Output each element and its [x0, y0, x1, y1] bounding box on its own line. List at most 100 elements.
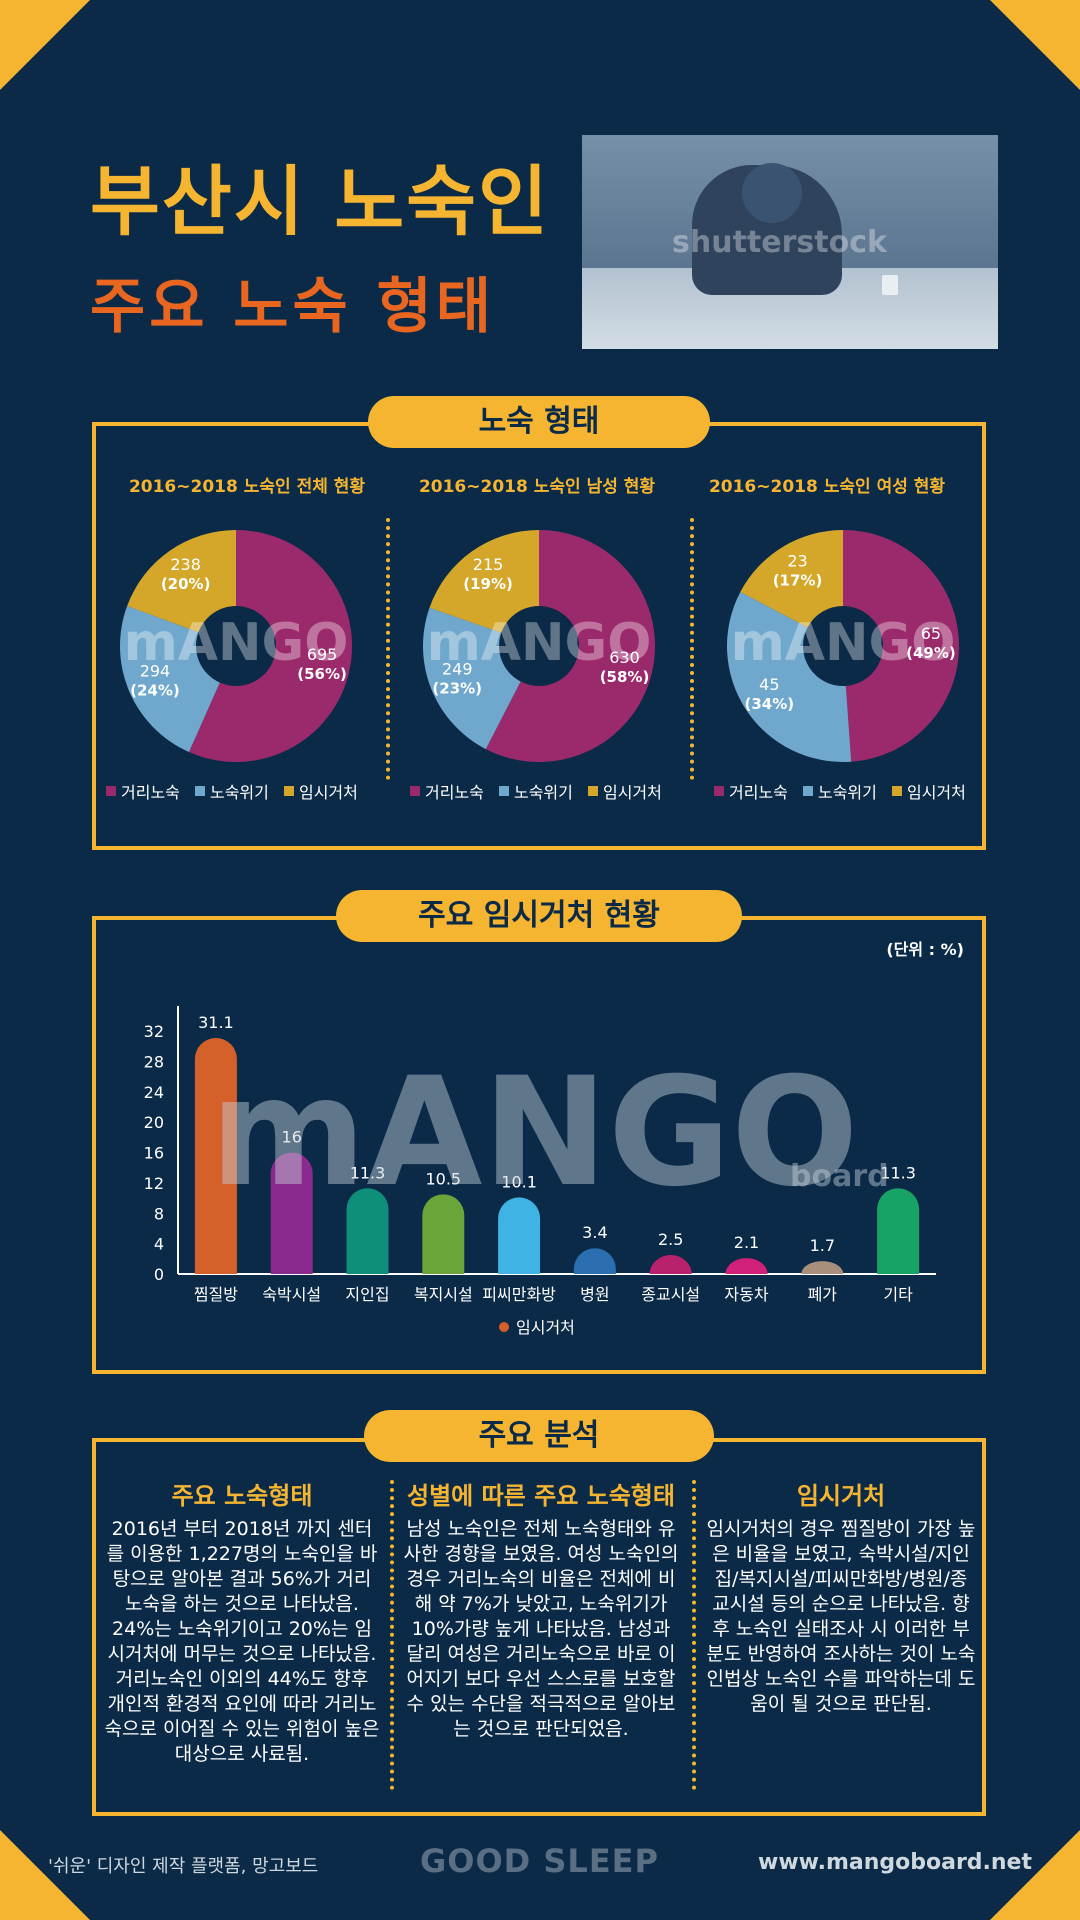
pie-legend-male: 거리노숙 노숙위기 임시거처: [410, 779, 672, 803]
legend-swatch-street: [106, 786, 116, 796]
legend-label: 임시거처: [602, 783, 662, 802]
x-tick-label: 종교시설: [641, 1285, 700, 1304]
legend-label: 노숙위기: [513, 783, 573, 802]
section-housing-types-tab: 노숙 형태: [368, 396, 710, 448]
divider-dots: [692, 1480, 696, 1790]
legend-label: 노숙위기: [209, 783, 269, 802]
bar-value-label: 1.7: [810, 1236, 835, 1255]
x-tick-label: 자동차: [724, 1285, 768, 1304]
bar-value-label: 16: [282, 1128, 302, 1147]
corner-decoration-top-left: [0, 0, 90, 90]
bar-병원: [573, 1248, 616, 1274]
watermark-board: board: [790, 1159, 889, 1194]
corner-decoration-bottom-left: [0, 1830, 90, 1920]
photo-watermark: shutterstock: [672, 225, 887, 260]
slice-value-label: 630: [609, 648, 640, 667]
bar-value-label: 11.3: [350, 1163, 386, 1182]
bar-복지시설: [422, 1194, 465, 1274]
divider-dots: [690, 518, 694, 780]
donut-slice: [119, 606, 220, 753]
pie-legend-female: 거리노숙 노숙위기 임시거처: [714, 779, 976, 803]
watermark-mango: mANGO: [427, 613, 652, 673]
donut-slice: [188, 530, 352, 762]
section-temporary-shelter-tab: 주요 임시거처 현황: [336, 890, 742, 942]
y-tick-label: 12: [144, 1174, 164, 1193]
slice-percent-label: (34%): [745, 695, 795, 713]
legend-swatch-crisis: [802, 786, 813, 796]
bar-value-label: 11.3: [880, 1163, 916, 1182]
slice-percent-label: (17%): [773, 572, 823, 590]
slice-value-label: 695: [307, 645, 338, 664]
corner-decoration-bottom-right: [990, 1830, 1080, 1920]
photo-cup: [882, 275, 898, 295]
x-tick-label: 찜질방: [194, 1285, 238, 1304]
bar-value-label: 2.1: [734, 1233, 759, 1252]
analysis-body: 임시거처의 경우 찜질방이 가장 높은 비율을 보였고, 숙박시설/지인집/복지…: [706, 1518, 976, 1715]
bar-value-label: 2.5: [658, 1230, 683, 1249]
pie-title-female: 2016~2018 노숙인 여성 현황: [708, 477, 946, 497]
pie-legend-total: 거리노숙 노숙위기 임시거처: [106, 779, 368, 803]
bar-지인집: [346, 1188, 389, 1274]
y-tick-label: 16: [144, 1144, 164, 1163]
donut-charts: 695(56%)294(24%)238(20%)mANGO 630(58%)249…: [119, 530, 960, 762]
slice-percent-label: (49%): [906, 644, 956, 662]
donut-slice: [740, 530, 843, 628]
footer-url[interactable]: www.mangoboard.net: [758, 1850, 1032, 1875]
donut-slice: [843, 530, 960, 762]
bar-폐가: [801, 1261, 844, 1274]
x-tick-label: 병원: [580, 1285, 609, 1304]
bar-chart: 0 4 8 12 16 20 24 28 32 31.1 찜질방 16 숙박시설 11.3 지인집 10.5 복…: [144, 1006, 936, 1337]
slice-value-label: 294: [140, 661, 171, 680]
analysis-heading: 성별에 따른 주요 노숙형태: [407, 1482, 675, 1510]
y-tick-label: 24: [144, 1083, 164, 1102]
analysis-column-main-types: 주요 노숙형태 2016년 부터 2018년 까지 센터를 이용한 1,227명…: [104, 1476, 380, 1767]
legend-swatch-street: [410, 786, 420, 796]
bar-기타: [877, 1188, 920, 1274]
bar-숙박시설: [270, 1152, 313, 1274]
legend-label: 거리노숙: [121, 783, 180, 802]
section-analysis-tab: 주요 분석: [364, 1410, 714, 1462]
slice-value-label: 45: [759, 675, 779, 694]
donut-slice: [423, 607, 521, 750]
page-subtitle: 주요 노숙 형태: [90, 272, 495, 342]
bar-피씨만화방: [498, 1197, 541, 1274]
donut-slice: [727, 591, 852, 762]
divider-dots: [386, 518, 390, 780]
bar-찜질방: [194, 1038, 237, 1274]
analysis-body: 2016년 부터 2018년 까지 센터를 이용한 1,227명의 노숙인을 바…: [104, 1518, 380, 1765]
analysis-body: 남성 노숙인은 전체 노숙형태와 유사한 경향을 보였음. 여성 노숙인의 경우…: [403, 1518, 679, 1740]
x-tick-label: 피씨만화방: [482, 1285, 556, 1304]
watermark-mango: mANGO: [731, 613, 956, 673]
donut-slice: [485, 530, 655, 762]
analysis-heading: 주요 노숙형태: [171, 1482, 313, 1510]
slice-percent-label: (24%): [130, 681, 180, 699]
slice-value-label: 249: [442, 660, 473, 679]
photo-hood: [742, 163, 802, 223]
slice-percent-label: (20%): [161, 575, 211, 593]
y-tick-label: 32: [144, 1022, 164, 1041]
slice-percent-label: (58%): [600, 668, 650, 686]
unit-label: (단위 : %): [886, 940, 964, 959]
legend-swatch: [499, 1322, 509, 1332]
legend-label: 거리노숙: [425, 783, 484, 802]
legend-swatch-temp: [587, 786, 598, 796]
legend-label: 임시거처: [906, 783, 966, 802]
slice-percent-label: (19%): [463, 575, 513, 593]
legend-label: 임시거처: [516, 1318, 575, 1337]
homeless-photo: shutterstock: [582, 135, 998, 349]
legend-swatch-crisis: [194, 786, 205, 796]
analysis-column-temporary-shelter: 임시거처 임시거처의 경우 찜질방이 가장 높은 비율을 보였고, 숙박시설/지…: [706, 1476, 976, 1717]
y-tick-label: 28: [144, 1053, 164, 1072]
slice-percent-label: (56%): [297, 665, 347, 683]
x-tick-label: 숙박시설: [262, 1285, 321, 1304]
y-tick-label: 4: [154, 1235, 164, 1254]
watermark-mango: mANGO: [210, 1046, 859, 1220]
x-tick-label: 기타: [883, 1285, 913, 1304]
bar-value-label: 10.1: [501, 1172, 537, 1191]
y-tick-label: 8: [154, 1204, 164, 1223]
legend-swatch-street: [714, 786, 724, 796]
pie-title-male: 2016~2018 노숙인 남성 현황: [418, 477, 656, 497]
bar-value-label: 3.4: [582, 1223, 607, 1242]
donut-slice: [429, 530, 539, 633]
y-tick-label: 20: [144, 1113, 164, 1132]
